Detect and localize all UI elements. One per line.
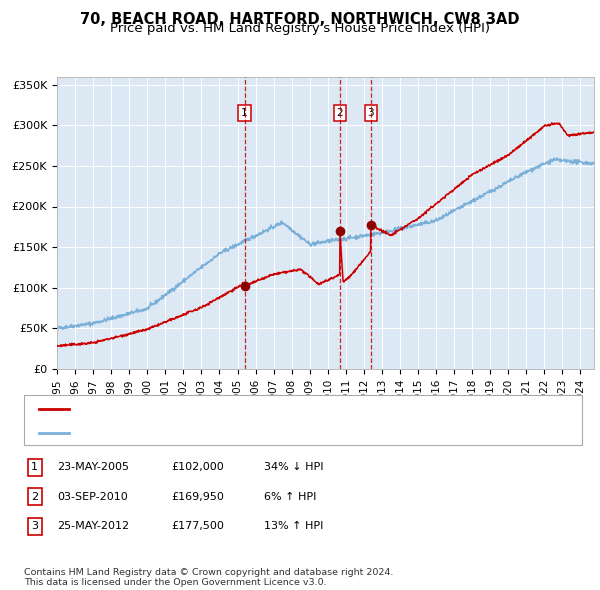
Text: Contains HM Land Registry data © Crown copyright and database right 2024.
This d: Contains HM Land Registry data © Crown c…	[24, 568, 394, 587]
Text: Price paid vs. HM Land Registry's House Price Index (HPI): Price paid vs. HM Land Registry's House …	[110, 22, 490, 35]
Text: 13% ↑ HPI: 13% ↑ HPI	[264, 522, 323, 531]
Text: 34% ↓ HPI: 34% ↓ HPI	[264, 463, 323, 472]
Text: 6% ↑ HPI: 6% ↑ HPI	[264, 492, 316, 502]
Text: £169,950: £169,950	[171, 492, 224, 502]
Text: £102,000: £102,000	[171, 463, 224, 472]
Text: 1: 1	[241, 108, 248, 118]
Text: 03-SEP-2010: 03-SEP-2010	[57, 492, 128, 502]
Text: 2: 2	[31, 492, 38, 502]
Text: 25-MAY-2012: 25-MAY-2012	[57, 522, 129, 531]
Text: 23-MAY-2005: 23-MAY-2005	[57, 463, 129, 472]
Text: 3: 3	[368, 108, 374, 118]
Text: 70, BEACH ROAD, HARTFORD, NORTHWICH, CW8 3AD: 70, BEACH ROAD, HARTFORD, NORTHWICH, CW8…	[80, 12, 520, 27]
Text: 3: 3	[31, 522, 38, 531]
Text: 2: 2	[337, 108, 343, 118]
Text: HPI: Average price, semi-detached house, Cheshire West and Chester: HPI: Average price, semi-detached house,…	[75, 428, 415, 438]
Text: 1: 1	[31, 463, 38, 472]
Text: £177,500: £177,500	[171, 522, 224, 531]
Text: 70, BEACH ROAD, HARTFORD, NORTHWICH, CW8 3AD (semi-detached house): 70, BEACH ROAD, HARTFORD, NORTHWICH, CW8…	[75, 404, 454, 414]
